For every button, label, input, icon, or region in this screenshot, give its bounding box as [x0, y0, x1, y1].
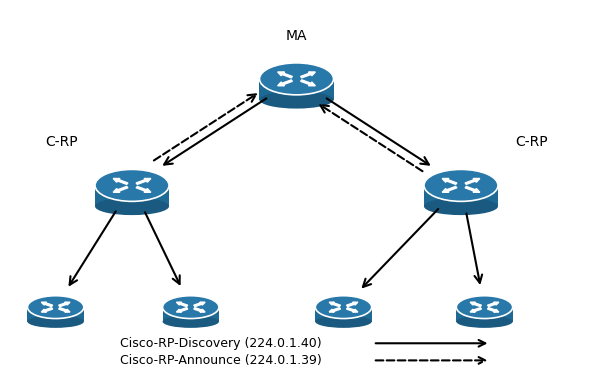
FancyArrow shape [194, 308, 205, 312]
Ellipse shape [424, 198, 498, 215]
Text: MA: MA [286, 29, 307, 43]
FancyArrow shape [301, 80, 315, 86]
Ellipse shape [315, 296, 372, 318]
FancyArrow shape [278, 72, 292, 78]
FancyArrow shape [346, 302, 358, 306]
FancyArrow shape [42, 308, 53, 312]
FancyArrow shape [42, 302, 53, 306]
FancyArrow shape [487, 308, 499, 312]
Ellipse shape [315, 315, 372, 328]
FancyArrow shape [113, 178, 128, 185]
Ellipse shape [456, 315, 513, 328]
Ellipse shape [260, 91, 333, 108]
FancyArrow shape [465, 186, 480, 192]
Ellipse shape [162, 315, 219, 328]
FancyArrow shape [176, 308, 188, 312]
Ellipse shape [260, 63, 333, 95]
Ellipse shape [456, 296, 513, 318]
FancyArrow shape [136, 186, 151, 192]
FancyArrow shape [113, 186, 128, 192]
FancyArrow shape [278, 80, 292, 86]
Ellipse shape [162, 296, 219, 318]
Ellipse shape [27, 296, 84, 318]
FancyArrow shape [487, 302, 499, 306]
Text: Cisco-RP-Announce (224.0.1.39): Cisco-RP-Announce (224.0.1.39) [120, 354, 322, 367]
FancyArrow shape [176, 302, 188, 306]
FancyArrow shape [346, 308, 358, 312]
FancyArrow shape [465, 178, 480, 185]
Polygon shape [456, 307, 513, 322]
Polygon shape [260, 79, 333, 100]
FancyArrow shape [442, 178, 457, 185]
Text: C-RP: C-RP [515, 135, 548, 149]
Ellipse shape [424, 169, 498, 201]
Ellipse shape [95, 169, 169, 201]
FancyArrow shape [59, 308, 70, 312]
Ellipse shape [27, 315, 84, 328]
FancyArrow shape [442, 186, 457, 192]
Polygon shape [315, 307, 372, 322]
FancyArrow shape [470, 308, 482, 312]
Polygon shape [95, 185, 169, 206]
FancyArrow shape [59, 302, 70, 306]
Polygon shape [162, 307, 219, 322]
Ellipse shape [95, 198, 169, 215]
FancyArrow shape [136, 178, 151, 185]
FancyArrow shape [329, 308, 340, 312]
Text: Cisco-RP-Discovery (224.0.1.40): Cisco-RP-Discovery (224.0.1.40) [120, 337, 322, 350]
FancyArrow shape [470, 302, 482, 306]
FancyArrow shape [194, 302, 205, 306]
Text: C-RP: C-RP [45, 135, 78, 149]
FancyArrow shape [329, 302, 340, 306]
Polygon shape [27, 307, 84, 322]
FancyArrow shape [301, 72, 315, 78]
Polygon shape [424, 185, 498, 206]
